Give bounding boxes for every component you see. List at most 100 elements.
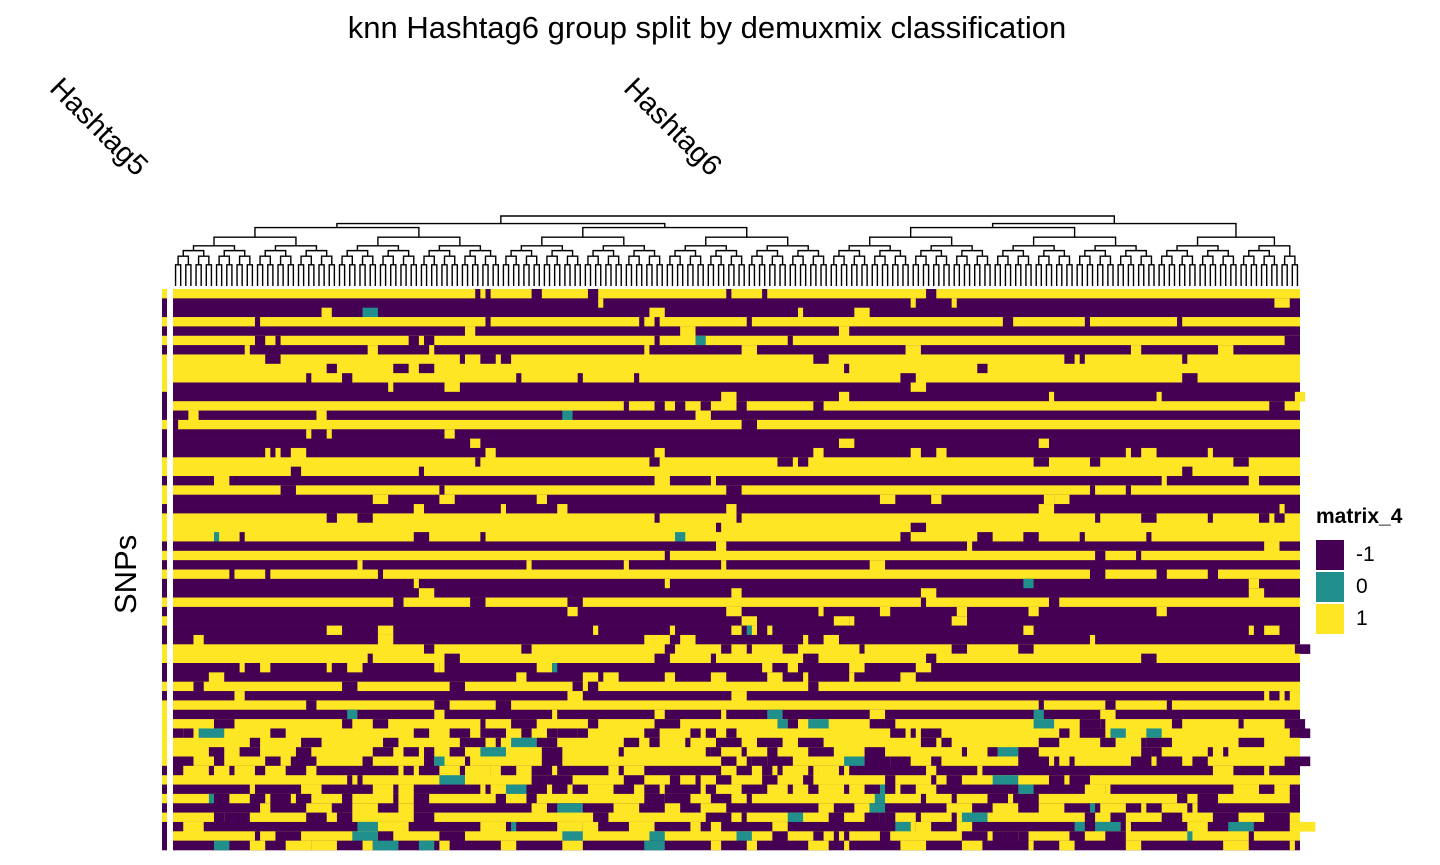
heatmap-cell-flip: [1187, 831, 1193, 841]
heatmap-cell-flip: [213, 719, 235, 729]
heatmap-cell-flip: [721, 560, 727, 570]
dendrogram-branch: [359, 264, 366, 286]
legend-swatch: [1316, 540, 1344, 570]
heatmap-cell-flip: [1018, 831, 1029, 841]
heatmap-cell-flip: [439, 840, 450, 851]
heatmap-cell-flip: [495, 793, 506, 804]
heatmap-cell-flip: [342, 719, 353, 729]
heatmap-cell-flip: [208, 747, 225, 757]
heatmap-cell-flip: [290, 466, 302, 477]
heatmap-row-band: [173, 653, 1300, 664]
heatmap-cell-flip: [260, 663, 271, 673]
heatmap-cell-flip: [557, 821, 583, 832]
heatmap-cell-flip: [675, 401, 686, 411]
heatmap-cell-hashtag5: [162, 765, 167, 776]
heatmap-cell-flip: [398, 765, 404, 776]
heatmap-cell-flip: [275, 447, 281, 458]
heatmap-cell-flip: [956, 821, 968, 832]
heatmap-cell-flip: [623, 560, 629, 570]
heatmap-cell-flip: [818, 803, 834, 813]
heatmap-cell-flip: [347, 663, 363, 673]
heatmap-cell-flip: [951, 616, 968, 626]
dendrogram-branch: [1120, 255, 1132, 265]
heatmap-row-band: [173, 709, 1300, 720]
dendrogram-branch: [625, 264, 633, 286]
heatmap-cell-flip: [838, 438, 855, 449]
heatmap-cell-flip: [531, 289, 542, 299]
dendrogram-branch: [400, 264, 407, 286]
dendrogram-branch: [1158, 264, 1165, 286]
dendrogram-branch: [799, 264, 807, 286]
heatmap-cell-flip: [1079, 728, 1106, 739]
dendrogram-branch: [909, 226, 1076, 238]
heatmap-cell-flip: [654, 447, 665, 458]
heatmap-cell-flip: [285, 840, 312, 851]
dendrogram-branch: [963, 264, 971, 286]
heatmap-cell-flip: [1212, 812, 1239, 823]
dendrogram-branch: [551, 249, 574, 257]
heatmap-cell-flip: [254, 317, 261, 327]
heatmap-cell-flip: [449, 747, 465, 757]
heatmap-cell-flip: [521, 644, 532, 654]
heatmap-cell-flip: [767, 756, 793, 767]
heatmap-cell-flip: [188, 410, 199, 421]
heatmap-row-band: [173, 307, 1300, 318]
heatmap-cell-flip: [603, 672, 619, 682]
heatmap-cell-flip: [951, 298, 957, 308]
dendrogram-branch: [1178, 264, 1186, 286]
heatmap-cell-flip: [1146, 532, 1152, 542]
heatmap-cell-flip: [213, 840, 230, 851]
dendrogram-branch: [566, 255, 579, 265]
dendrogram-branch: [1201, 255, 1214, 265]
dendrogram-branch: [1014, 264, 1022, 286]
heatmap-cell-flip: [444, 429, 455, 439]
dendrogram-branch: [707, 264, 715, 286]
heatmap-cell-flip: [803, 672, 809, 682]
heatmap-cell-flip: [900, 373, 916, 383]
heatmap-cell-flip: [910, 382, 927, 393]
dendrogram-branch: [628, 255, 640, 265]
heatmap-cell-hashtag5: [162, 634, 167, 645]
dendrogram-branch: [810, 264, 817, 286]
heatmap-cell-flip: [531, 775, 547, 785]
heatmap-cell-flip: [654, 653, 670, 664]
heatmap-cell-hashtag5: [162, 354, 167, 365]
dendrogram-branch: [226, 264, 233, 286]
heatmap-cell-flip: [557, 504, 568, 514]
heatmap-row-band: [173, 532, 1300, 542]
heatmap-cell-flip: [1110, 812, 1126, 823]
heatmap-row-band: [173, 457, 1300, 467]
dendrogram-branch: [840, 264, 848, 286]
heatmap-cell-flip: [1238, 719, 1244, 729]
heatmap-cell-flip: [823, 634, 839, 645]
dendrogram-branch: [646, 264, 653, 286]
heatmap-cell-flip: [1233, 784, 1260, 795]
heatmap-cell-flip: [1084, 317, 1090, 327]
dendrogram-branch: [728, 264, 735, 286]
heatmap-cell-flip: [306, 429, 312, 439]
heatmap-cell-flip: [644, 634, 655, 645]
dendrogram-branch: [838, 249, 861, 257]
heatmap-cell-flip: [239, 747, 261, 757]
heatmap-cell-flip: [967, 821, 973, 832]
heatmap-cell-flip: [751, 625, 757, 636]
heatmap-row-band: [173, 812, 1300, 823]
heatmap-cell-hashtag5: [162, 663, 167, 673]
dendrogram-branch: [984, 264, 991, 286]
heatmap-cell-flip: [1048, 391, 1055, 402]
heatmap-cell-flip: [213, 476, 230, 486]
heatmap-cell-flip: [915, 663, 932, 673]
heatmap-cell-flip: [480, 747, 506, 757]
heatmap-cell-flip: [685, 737, 691, 748]
heatmap-cell-flip: [859, 644, 865, 654]
heatmap-cell-flip: [782, 644, 798, 654]
heatmap-cell-flip: [931, 775, 937, 785]
heatmap-cell-flip: [439, 775, 465, 785]
dendrogram-branch: [369, 264, 377, 286]
heatmap-cell-flip: [613, 803, 640, 813]
heatmap-cell-flip: [275, 831, 302, 841]
heatmap-cell-flip: [664, 803, 681, 813]
heatmap-cell-hashtag5: [162, 606, 167, 617]
heatmap-cell-flip: [895, 784, 901, 795]
heatmap-cell-flip: [634, 373, 640, 383]
